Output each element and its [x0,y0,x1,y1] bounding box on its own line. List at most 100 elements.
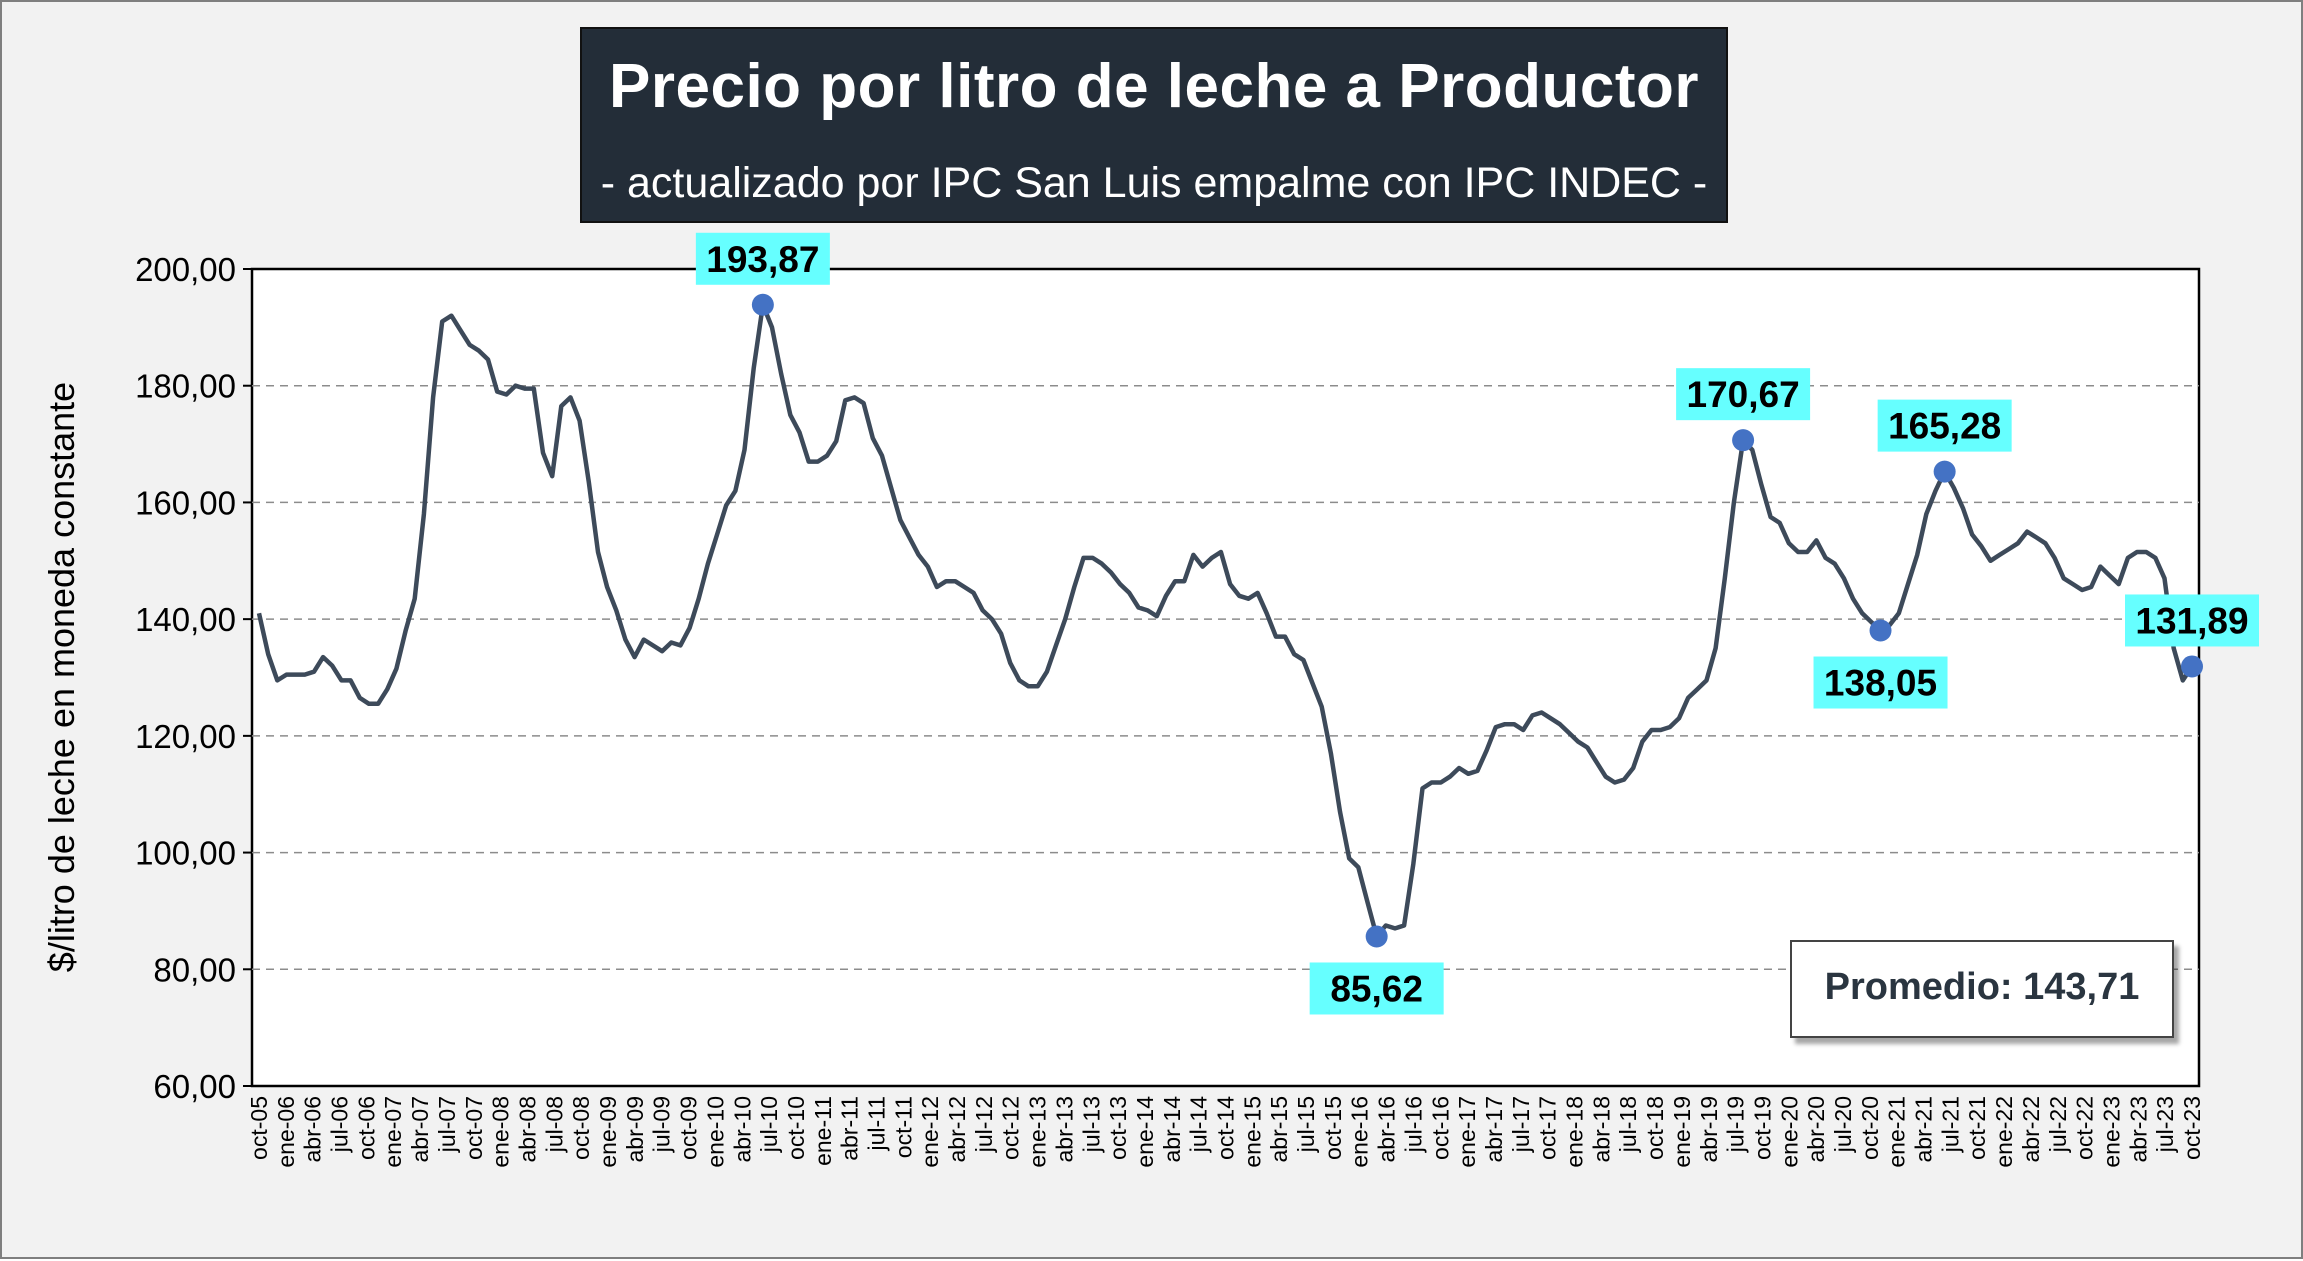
x-tick-label: jul-22 [2045,1096,2071,1153]
highlight-marker [1732,429,1755,452]
x-tick-label: jul-11 [863,1096,889,1152]
x-tick-label: jul-12 [971,1096,997,1153]
y-axis-ticks: 60,00 80,00 100,00 120,00 140,00 160,00 180,00… [135,251,252,1105]
x-tick-label: abr-09 [622,1096,648,1162]
callout-box [1877,399,2012,452]
x-tick-label: oct-11 [890,1096,916,1158]
x-tick-label: oct-16 [1427,1096,1453,1160]
x-tick-label: abr-10 [729,1096,755,1162]
y-tick-label: 160,00 [135,484,236,521]
x-tick-label: oct-23 [2179,1096,2205,1160]
x-tick-label: ene-06 [273,1096,299,1168]
gridlines [252,384,2199,971]
x-tick-label: abr-11 [837,1096,863,1161]
x-tick-label: ene-17 [1454,1096,1480,1168]
x-tick-label: oct-08 [568,1096,594,1160]
x-tick-label: oct-15 [1320,1096,1346,1160]
x-tick-label: jul-13 [1078,1096,1104,1153]
x-tick-label: ene-15 [1239,1096,1265,1168]
y-tick-label: 60,00 [153,1068,236,1105]
x-tick-label: oct-06 [353,1096,379,1160]
x-tick-label: jul-08 [541,1096,567,1153]
y-tick-label: 180,00 [135,368,236,405]
x-tick-label: abr-08 [514,1096,540,1162]
callout-box [1813,656,1948,709]
x-tick-label: jul-10 [756,1096,782,1153]
x-tick-label: jul-07 [434,1096,460,1153]
x-tick-label: ene-18 [1562,1096,1588,1168]
x-tick-label: jul-23 [2152,1096,2178,1153]
x-tick-label: oct-21 [1964,1096,1990,1160]
y-tick-label: 80,00 [153,951,236,988]
x-tick-label: abr-12 [944,1096,970,1162]
callout-label: 138,05 [1824,663,1937,704]
x-tick-label: jul-20 [1830,1096,1856,1153]
x-tick-label: oct-09 [676,1096,702,1160]
y-tick-label: 120,00 [135,718,236,755]
x-tick-label: abr-13 [1051,1096,1077,1162]
average-box: Promedio: 143,71 [1790,940,2174,1038]
callout-box [2125,594,2259,647]
x-tick-label: oct-18 [1642,1096,1668,1160]
x-tick-label: jul-17 [1508,1096,1534,1153]
y-tick-label: 200,00 [135,251,236,288]
title-box: Precio por litro de leche a Productor - … [580,27,1728,223]
highlight-marker [1933,460,1956,483]
x-tick-label: jul-15 [1293,1096,1319,1153]
x-tick-label: jul-19 [1723,1096,1749,1153]
x-tick-label: jul-09 [649,1096,675,1153]
series-line [256,302,2194,939]
x-tick-label: oct-07 [461,1096,487,1160]
x-tick-label: jul-21 [1937,1096,1963,1153]
x-tick-label: abr-19 [1696,1096,1722,1162]
x-tick-label: ene-07 [380,1096,406,1168]
x-tick-label: abr-17 [1481,1096,1507,1162]
x-tick-label: jul-18 [1615,1096,1641,1153]
x-tick-label: abr-06 [300,1096,326,1162]
x-axis-ticks: oct-05 ene-06 abr-06 jul-06 oct-06 ene-07 abr-… [246,1096,2205,1168]
x-tick-label: oct-19 [1749,1096,1775,1160]
x-tick-label: oct-13 [1105,1096,1131,1160]
x-tick-label: abr-07 [407,1096,433,1162]
callout-label: 170,67 [1687,374,1800,415]
callout-label: 165,28 [1888,406,2001,447]
x-tick-label: jul-14 [1186,1096,1212,1153]
x-tick-label: abr-22 [2018,1096,2044,1162]
highlight-marker [1365,925,1388,948]
callout-box [695,232,830,285]
x-tick-label: jul-16 [1400,1096,1426,1153]
x-tick-label: ene-14 [1132,1096,1158,1168]
x-tick-label: abr-23 [2125,1096,2151,1162]
y-tick-label: 140,00 [135,601,236,638]
highlight-markers [751,293,2203,948]
x-tick-label: ene-09 [595,1096,621,1168]
chart-subtitle: - actualizado por IPC San Luis empalme c… [600,159,1708,207]
highlight-marker [1869,619,1892,642]
x-tick-label: oct-05 [246,1096,272,1160]
x-tick-label: ene-10 [702,1096,728,1168]
x-tick-label: ene-23 [2098,1096,2124,1168]
x-tick-label: ene-21 [1884,1096,1910,1168]
x-tick-label: abr-20 [1803,1096,1829,1162]
x-tick-label: ene-22 [1991,1096,2017,1168]
x-tick-label: oct-20 [1857,1096,1883,1160]
callout-box [1676,368,1811,421]
x-tick-label: abr-16 [1374,1096,1400,1162]
highlight-marker [751,293,774,316]
callout-label: 85,62 [1330,968,1423,1009]
x-tick-label: abr-18 [1588,1096,1614,1162]
value-callouts: 193,87 85,62 170,67 138,05 165,28 131,89 [695,232,2259,1015]
x-tick-label: ene-13 [1025,1096,1051,1168]
x-tick-label: oct-10 [783,1096,809,1160]
x-tick-label: abr-21 [1911,1096,1937,1162]
x-tick-label: ene-08 [488,1096,514,1168]
average-label: Promedio: 143,71 [1824,966,2140,1008]
callout-label: 193,87 [706,239,819,280]
x-tick-label: ene-12 [917,1096,943,1168]
x-tick-label: abr-15 [1266,1096,1292,1162]
chart-title: Precio por litro de leche a Productor [609,52,1699,121]
x-tick-label: ene-20 [1776,1096,1802,1168]
x-tick-label: oct-12 [998,1096,1024,1160]
